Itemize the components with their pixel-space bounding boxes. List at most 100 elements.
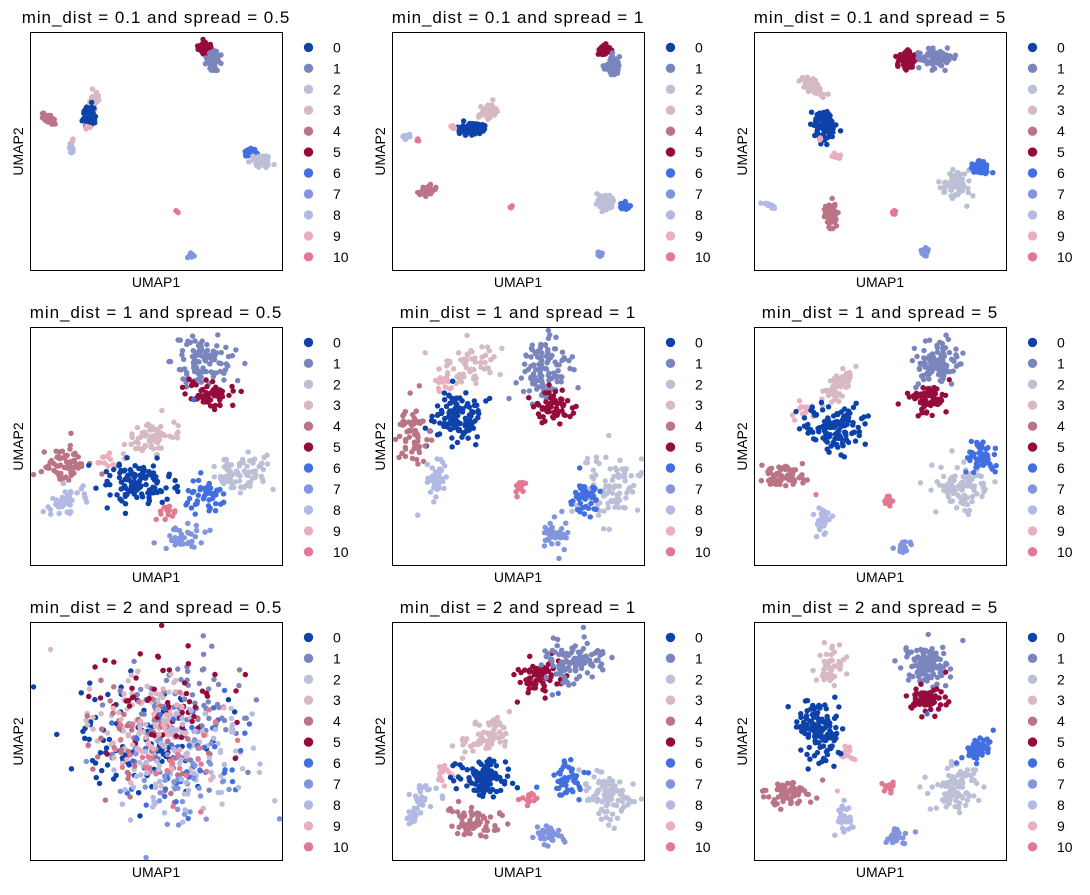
- svg-text:1: 1: [1057, 650, 1065, 666]
- svg-text:8: 8: [1057, 207, 1065, 223]
- svg-text:8: 8: [695, 207, 703, 223]
- svg-text:6: 6: [333, 755, 341, 771]
- svg-text:UMAP2: UMAP2: [734, 422, 750, 470]
- svg-text:9: 9: [695, 818, 703, 834]
- svg-text:7: 7: [333, 481, 341, 497]
- svg-text:UMAP1: UMAP1: [132, 864, 180, 880]
- svg-text:3: 3: [695, 397, 703, 413]
- svg-text:min_dist = 0.1 and spread = 1: min_dist = 0.1 and spread = 1: [392, 8, 644, 27]
- svg-text:2: 2: [333, 376, 341, 392]
- svg-text:2: 2: [333, 81, 341, 97]
- svg-text:10: 10: [1057, 544, 1073, 560]
- svg-text:9: 9: [1057, 818, 1065, 834]
- svg-text:7: 7: [695, 776, 703, 792]
- svg-text:8: 8: [695, 502, 703, 518]
- svg-text:10: 10: [1057, 249, 1073, 265]
- svg-text:7: 7: [1057, 481, 1065, 497]
- svg-text:UMAP1: UMAP1: [856, 274, 904, 290]
- svg-text:1: 1: [695, 650, 703, 666]
- svg-text:6: 6: [695, 755, 703, 771]
- svg-text:7: 7: [1057, 186, 1065, 202]
- svg-text:6: 6: [695, 165, 703, 181]
- svg-text:UMAP2: UMAP2: [10, 717, 26, 765]
- svg-text:4: 4: [333, 713, 341, 729]
- svg-text:4: 4: [1057, 713, 1065, 729]
- svg-text:5: 5: [333, 734, 341, 750]
- svg-text:7: 7: [695, 481, 703, 497]
- svg-text:4: 4: [333, 123, 341, 139]
- svg-text:UMAP1: UMAP1: [494, 864, 542, 880]
- svg-text:7: 7: [1057, 776, 1065, 792]
- svg-text:10: 10: [333, 249, 349, 265]
- svg-text:0: 0: [333, 629, 341, 645]
- svg-text:1: 1: [333, 60, 341, 76]
- svg-text:3: 3: [1057, 397, 1065, 413]
- svg-text:min_dist = 1 and spread = 5: min_dist = 1 and spread = 5: [762, 303, 998, 322]
- svg-text:9: 9: [1057, 523, 1065, 539]
- svg-text:2: 2: [1057, 376, 1065, 392]
- svg-text:5: 5: [1057, 734, 1065, 750]
- svg-text:UMAP1: UMAP1: [132, 274, 180, 290]
- svg-text:5: 5: [695, 439, 703, 455]
- svg-text:UMAP2: UMAP2: [734, 127, 750, 175]
- svg-text:2: 2: [333, 671, 341, 687]
- svg-text:3: 3: [333, 397, 341, 413]
- svg-text:3: 3: [695, 692, 703, 708]
- svg-text:7: 7: [333, 776, 341, 792]
- svg-text:3: 3: [333, 692, 341, 708]
- svg-text:10: 10: [695, 544, 711, 560]
- svg-text:6: 6: [1057, 460, 1065, 476]
- svg-text:9: 9: [695, 228, 703, 244]
- svg-text:10: 10: [333, 839, 349, 855]
- svg-text:4: 4: [695, 713, 703, 729]
- svg-text:8: 8: [333, 207, 341, 223]
- svg-text:UMAP1: UMAP1: [494, 274, 542, 290]
- svg-text:UMAP1: UMAP1: [132, 569, 180, 585]
- svg-text:min_dist = 2 and spread = 5: min_dist = 2 and spread = 5: [762, 598, 998, 617]
- svg-text:1: 1: [1057, 355, 1065, 371]
- svg-text:10: 10: [695, 839, 711, 855]
- svg-text:6: 6: [333, 165, 341, 181]
- svg-text:4: 4: [333, 418, 341, 434]
- svg-text:3: 3: [1057, 102, 1065, 118]
- svg-text:UMAP1: UMAP1: [856, 569, 904, 585]
- svg-text:min_dist = 0.1 and spread = 5: min_dist = 0.1 and spread = 5: [754, 8, 1006, 27]
- svg-text:9: 9: [1057, 228, 1065, 244]
- svg-text:UMAP1: UMAP1: [856, 864, 904, 880]
- svg-text:min_dist = 2 and spread = 0.5: min_dist = 2 and spread = 0.5: [30, 598, 282, 617]
- svg-text:8: 8: [1057, 797, 1065, 813]
- svg-text:4: 4: [695, 123, 703, 139]
- svg-text:7: 7: [333, 186, 341, 202]
- svg-text:7: 7: [695, 186, 703, 202]
- svg-text:9: 9: [333, 228, 341, 244]
- svg-text:0: 0: [1057, 39, 1065, 55]
- svg-text:4: 4: [1057, 418, 1065, 434]
- svg-text:8: 8: [695, 797, 703, 813]
- svg-text:5: 5: [1057, 439, 1065, 455]
- svg-text:UMAP2: UMAP2: [10, 127, 26, 175]
- svg-text:1: 1: [695, 355, 703, 371]
- svg-text:3: 3: [695, 102, 703, 118]
- svg-text:UMAP1: UMAP1: [494, 569, 542, 585]
- svg-text:4: 4: [695, 418, 703, 434]
- svg-text:6: 6: [1057, 755, 1065, 771]
- svg-text:1: 1: [333, 355, 341, 371]
- svg-text:0: 0: [1057, 629, 1065, 645]
- svg-text:6: 6: [1057, 165, 1065, 181]
- svg-text:1: 1: [1057, 60, 1065, 76]
- svg-text:0: 0: [333, 334, 341, 350]
- svg-text:min_dist = 1 and spread = 1: min_dist = 1 and spread = 1: [400, 303, 636, 322]
- svg-text:UMAP2: UMAP2: [10, 422, 26, 470]
- svg-text:6: 6: [333, 460, 341, 476]
- svg-text:8: 8: [1057, 502, 1065, 518]
- svg-text:0: 0: [695, 629, 703, 645]
- svg-text:5: 5: [333, 439, 341, 455]
- svg-text:0: 0: [1057, 334, 1065, 350]
- svg-text:3: 3: [1057, 692, 1065, 708]
- svg-text:UMAP2: UMAP2: [372, 717, 388, 765]
- svg-text:6: 6: [695, 460, 703, 476]
- svg-text:2: 2: [695, 376, 703, 392]
- svg-text:2: 2: [1057, 81, 1065, 97]
- svg-text:10: 10: [695, 249, 711, 265]
- svg-text:2: 2: [1057, 671, 1065, 687]
